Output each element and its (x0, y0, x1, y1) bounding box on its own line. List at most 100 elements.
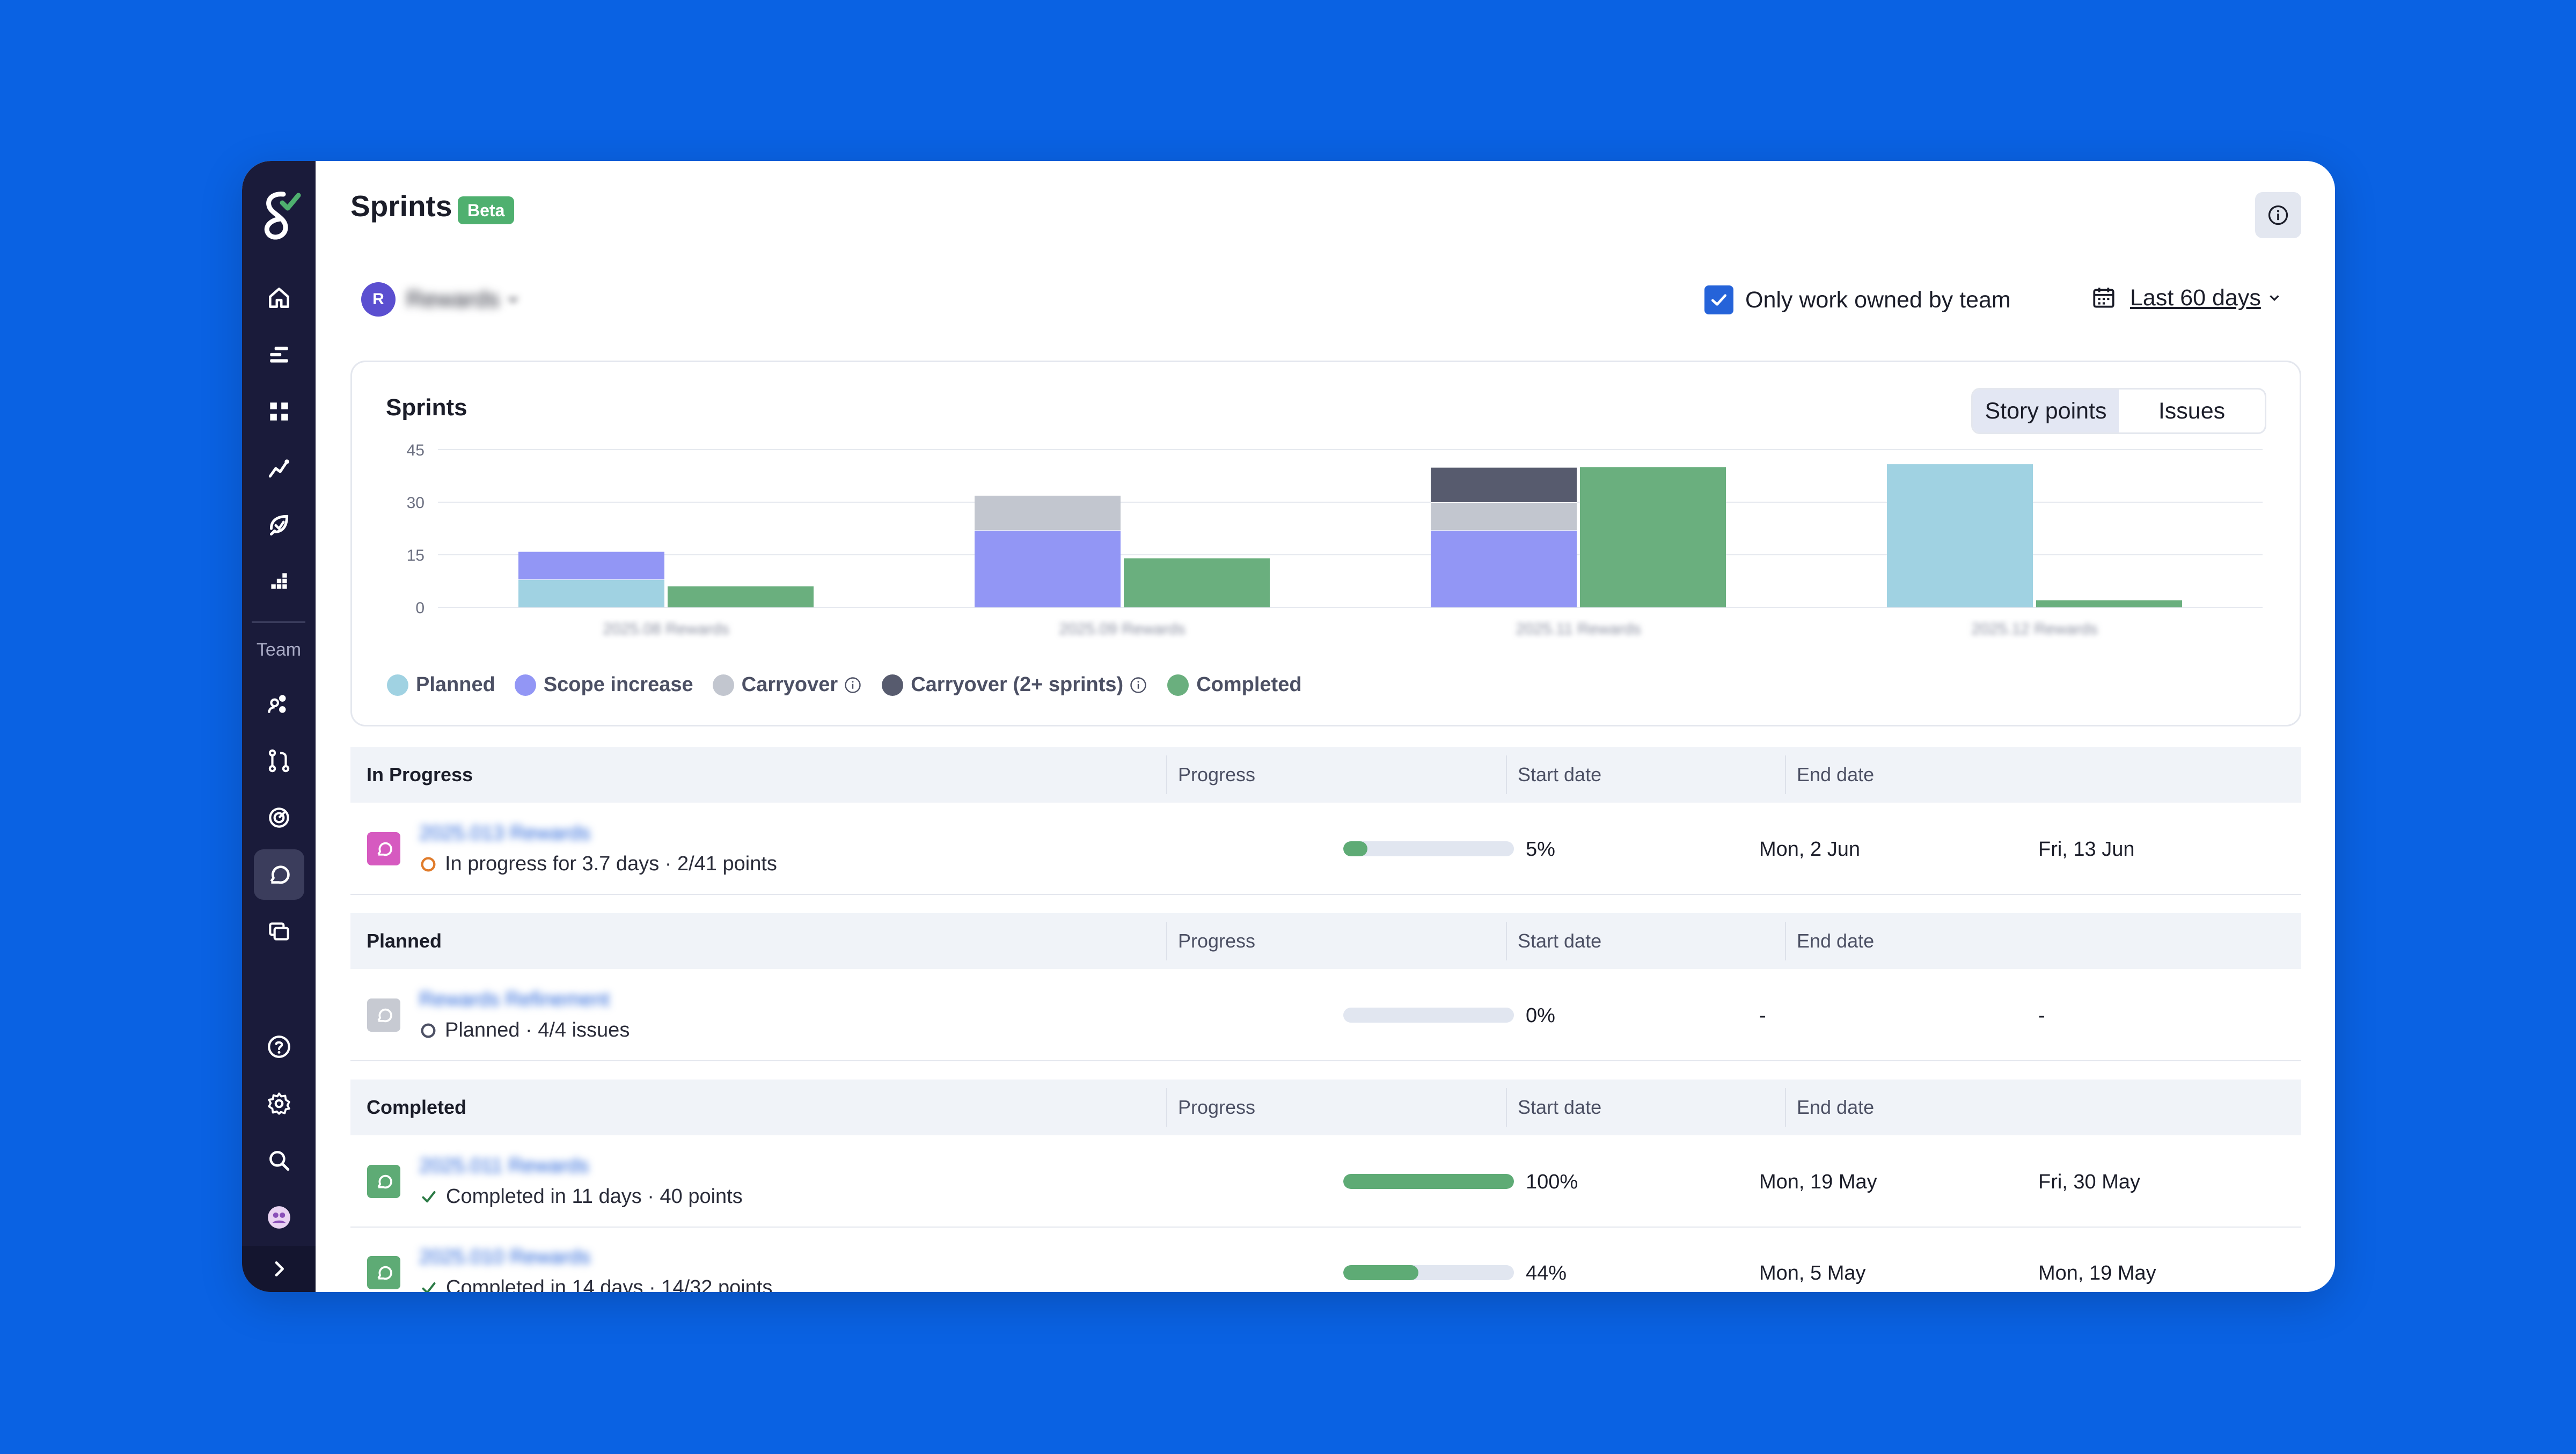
owned-by-team-checkbox[interactable] (1704, 285, 1733, 314)
info-icon[interactable] (843, 675, 862, 695)
legend-label: Carryover (2+ sprints) (911, 673, 1124, 696)
nav-copy[interactable] (254, 906, 304, 957)
bar-carryover (975, 495, 1121, 531)
date-range-picker[interactable]: Last 60 days (2090, 284, 2282, 311)
nav-pull-requests[interactable] (254, 736, 304, 786)
app-window: Team Sprints (242, 161, 2335, 1292)
progress-bar (1343, 1174, 1514, 1189)
legend-label: Carryover (741, 673, 838, 696)
table-row[interactable]: Rewards Refinement Planned · 4/4 issues 0%… (350, 969, 2301, 1061)
status-text: Completed in 11 days · 40 points (446, 1185, 743, 1208)
sprint-name-link[interactable]: 2025.011 Rewards (419, 1155, 589, 1177)
start-date: - (1759, 1004, 1766, 1027)
sprint-name-link[interactable]: 2025.013 Rewards (419, 822, 590, 845)
sprint-icon (367, 1165, 400, 1198)
team-selector[interactable]: R Rewards (361, 282, 521, 317)
legend-item-carryover[interactable]: Carryover (712, 673, 863, 696)
legend-swatch (712, 674, 734, 696)
nav-settings[interactable] (254, 1078, 304, 1129)
metric-toggle[interactable]: Story points Issues (1971, 388, 2266, 434)
bar-completed (1124, 558, 1270, 607)
owned-by-team-filter[interactable]: Only work owned by team (1704, 285, 2011, 314)
table-row[interactable]: 2025.011 Rewards Completed in 11 days · 4… (350, 1135, 2301, 1228)
legend-label: Planned (416, 673, 495, 696)
bar-completed (1580, 467, 1726, 607)
nav-analytics[interactable] (254, 557, 304, 607)
table-row[interactable]: 2025.013 Rewards In progress for 3.7 days… (350, 803, 2301, 895)
column-header-start: Start date (1518, 1096, 1602, 1118)
sprint-status: Planned · 4/4 issues (419, 1019, 630, 1042)
table-row[interactable]: 2025.010 Rewards Completed in 14 days · 1… (350, 1227, 2301, 1292)
nav-search[interactable] (254, 1135, 304, 1186)
nav-team-people[interactable] (254, 679, 304, 729)
analytics-icon (271, 573, 287, 589)
nav-help[interactable] (254, 1022, 304, 1072)
section-header: In Progress Progress Start date End date (350, 747, 2301, 803)
status-text: Completed in 14 days · 14/32 points (446, 1276, 773, 1292)
sprint-status: In progress for 3.7 days · 2/41 points (419, 853, 777, 876)
page-title: Sprints (350, 189, 452, 223)
start-date: Mon, 5 May (1759, 1262, 1866, 1284)
pull-request-icon (268, 749, 290, 773)
team-avatar: R (361, 282, 396, 317)
sprints-icon (270, 865, 290, 884)
avatar (268, 1206, 290, 1229)
x-tick-label: 2025.08 Rewards (603, 620, 729, 638)
info-icon[interactable] (1129, 675, 1148, 695)
app-logo[interactable] (255, 189, 303, 245)
nav-roadmap[interactable] (254, 329, 304, 380)
bar-planned (1887, 464, 2033, 607)
info-button[interactable] (2255, 192, 2301, 238)
status-ring-icon (419, 855, 437, 873)
nav-goals[interactable] (254, 792, 304, 843)
y-tick-label: 15 (407, 547, 425, 564)
legend-item-completed[interactable]: Completed (1167, 673, 1302, 696)
y-tick-label: 0 (415, 599, 425, 617)
end-date: Fri, 30 May (2038, 1171, 2141, 1193)
metrics-icon (268, 459, 289, 478)
progress-bar (1343, 1265, 1514, 1280)
nav-dashboard[interactable] (254, 386, 304, 437)
progress-bar-fill (1343, 1174, 1514, 1189)
column-header-end: End date (1797, 930, 1875, 952)
legend-item-carryover-2plus[interactable]: Carryover (2+ sprints) (882, 673, 1148, 696)
toggle-issues[interactable]: Issues (2158, 398, 2226, 424)
search-icon (269, 1151, 290, 1171)
nav-profile[interactable] (254, 1192, 304, 1243)
status-ring-icon (419, 1022, 437, 1040)
legend-swatch (387, 674, 408, 696)
progress-bar-fill (1343, 841, 1367, 856)
legend-item-scope-increase[interactable]: Scope increase (514, 673, 693, 696)
legend-item-planned[interactable]: Planned (387, 673, 495, 696)
chevron-right-icon (275, 1261, 284, 1276)
status-text: Planned · 4/4 issues (445, 1019, 630, 1041)
sidebar-expand-button[interactable] (242, 1246, 316, 1292)
team-people-icon (268, 695, 286, 713)
bar-carryover (1431, 502, 1577, 531)
nav-review[interactable] (254, 500, 304, 550)
nav-metrics[interactable] (254, 443, 304, 494)
section-title: Completed (367, 1096, 467, 1118)
column-divider (1166, 1088, 1167, 1127)
sprint-icon (367, 832, 400, 865)
sidebar-divider (252, 621, 305, 623)
beta-badge: Beta (458, 196, 515, 224)
sprint-status: Completed in 14 days · 14/32 points (419, 1276, 772, 1292)
column-divider (1785, 1088, 1786, 1127)
nav-home[interactable] (254, 273, 304, 323)
nav-sprints[interactable] (254, 849, 304, 900)
x-tick-label: 2025.11 Rewards (1516, 620, 1641, 638)
bar-scope-increase (518, 551, 664, 579)
sprint-name-link[interactable]: Rewards Refinement (419, 988, 610, 1011)
legend-swatch (882, 674, 904, 696)
progress-bar (1343, 841, 1514, 856)
sprint-name-link[interactable]: 2025.010 Rewards (419, 1246, 590, 1268)
end-date: Fri, 13 Jun (2038, 838, 2135, 861)
progress-percent: 0% (1526, 1004, 1555, 1027)
column-divider (1506, 1088, 1507, 1127)
sidebar: Team (242, 161, 316, 1292)
bar-scope-increase (975, 530, 1121, 607)
toggle-story-points[interactable]: Story points (1973, 390, 2119, 432)
review-icon (269, 515, 289, 536)
end-date: Mon, 19 May (2038, 1262, 2156, 1284)
